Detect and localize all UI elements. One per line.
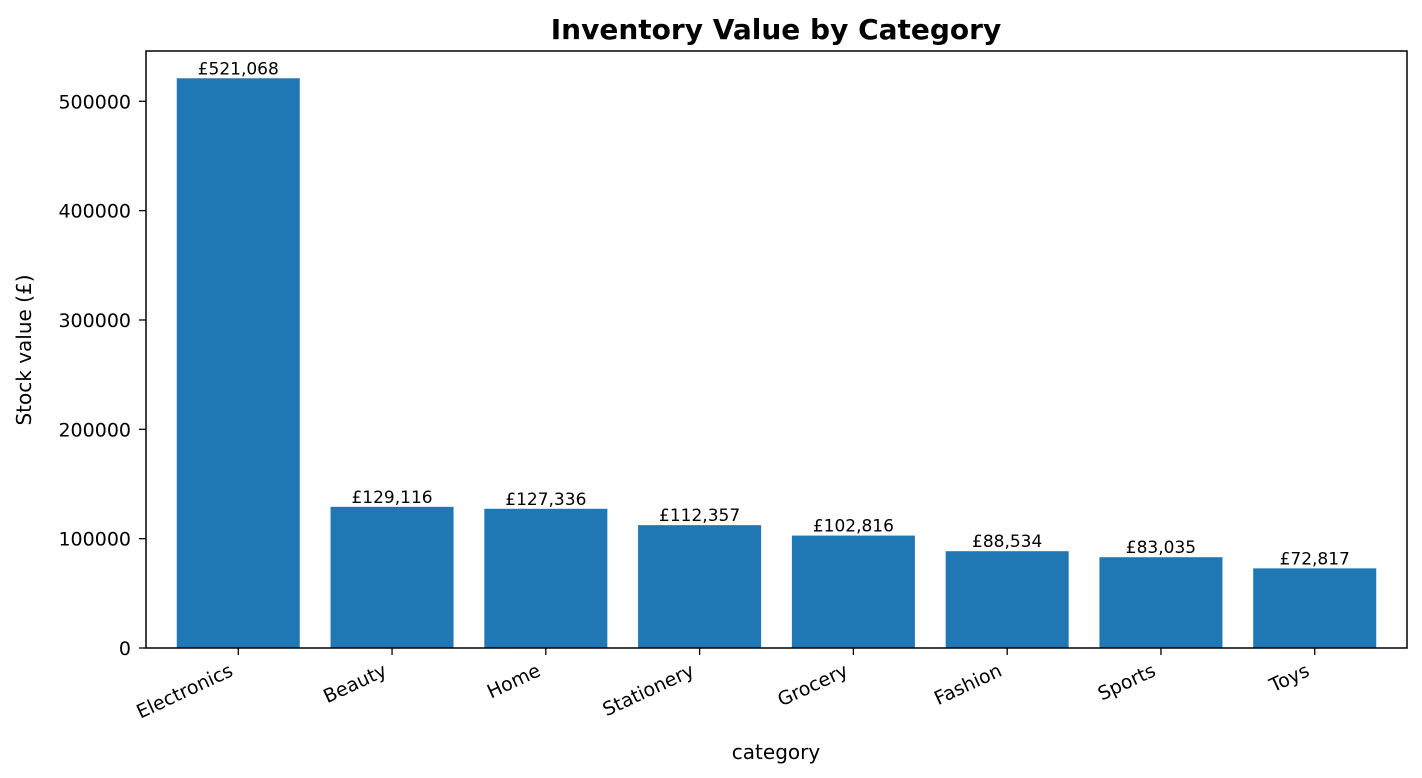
- bars-group: [176, 78, 1377, 648]
- y-tick-label: 500000: [58, 91, 131, 113]
- bar-beauty: [330, 506, 454, 648]
- bar-electronics: [176, 78, 300, 648]
- data-label-toys: £72,817: [1280, 549, 1350, 569]
- x-tick-label-beauty: Beauty: [320, 660, 390, 708]
- y-tick-label: 200000: [58, 419, 131, 441]
- y-tick-label: 400000: [58, 201, 131, 223]
- data-label-beauty: £129,116: [351, 488, 432, 508]
- y-ticks-group: 0 100000 200000 300000 400000 500000: [58, 91, 146, 660]
- x-tick-label-sports: Sports: [1095, 660, 1159, 706]
- data-label-home: £127,336: [505, 490, 586, 510]
- bar-toys: [1253, 568, 1377, 648]
- x-tick-label-grocery: Grocery: [774, 660, 851, 712]
- bar-sports: [1099, 557, 1223, 648]
- y-tick-label: 0: [119, 638, 131, 660]
- data-label-stationery: £112,357: [659, 506, 740, 526]
- x-ticks-group: Electronics Beauty Home Stationery Grocery Fa…: [133, 648, 1316, 724]
- x-tick-label-fashion: Fashion: [931, 660, 1005, 710]
- y-axis-label: Stock value (£): [12, 274, 36, 425]
- plot-frame: [145, 50, 1408, 649]
- data-label-electronics: £521,068: [198, 59, 279, 79]
- chart-title: Inventory Value by Category: [551, 13, 1001, 46]
- x-tick-label-home: Home: [484, 660, 544, 704]
- x-tick-label-stationery: Stationery: [599, 660, 697, 721]
- data-labels-group: £521,068 £129,116 £127,336 £112,357 £102,816…: [198, 59, 1350, 569]
- bar-fashion: [945, 551, 1069, 648]
- bar-home: [484, 508, 608, 648]
- bar-grocery: [791, 535, 915, 648]
- data-label-fashion: £88,534: [972, 532, 1042, 552]
- y-tick-label: 100000: [58, 529, 131, 551]
- x-tick-label-electronics: Electronics: [133, 660, 236, 724]
- data-label-sports: £83,035: [1126, 538, 1196, 558]
- x-axis-label: category: [732, 740, 821, 764]
- data-label-grocery: £102,816: [813, 517, 894, 537]
- bar-stationery: [638, 525, 762, 648]
- y-tick-label: 300000: [58, 310, 131, 332]
- x-tick-label-toys: Toys: [1265, 660, 1313, 698]
